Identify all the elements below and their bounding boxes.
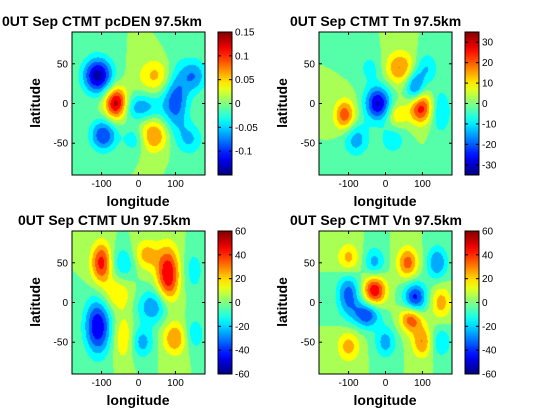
- x-tick-label: -100: [339, 378, 359, 389]
- colorbar-tick-label: -0.1: [235, 147, 253, 158]
- heatmap-image: [72, 32, 205, 175]
- x-tick-label: 0: [383, 179, 389, 190]
- colorbar-tick-label: 0: [235, 298, 241, 309]
- colorbar-tick-label: -20: [482, 322, 497, 333]
- y-tick-label: -50: [54, 139, 69, 150]
- x-tick-label: -100: [339, 179, 359, 190]
- x-tick-label: 100: [167, 378, 184, 389]
- x-axis-label: longitude: [354, 193, 417, 209]
- colorbar-tick-label: -40: [235, 346, 250, 357]
- x-axis-label: longitude: [354, 392, 417, 408]
- y-tick-label: 0: [309, 298, 315, 309]
- panel-title: 0UT Sep CTMT Tn 97.5km: [290, 13, 461, 29]
- colorbar-tick-label: 40: [482, 250, 494, 261]
- colorbar-tick-label: 0.15: [235, 28, 255, 39]
- y-axis-label: latitude: [27, 78, 43, 128]
- x-tick-label: 100: [167, 179, 184, 190]
- colorbar-tick-label: 20: [235, 274, 247, 285]
- heatmap-image: [72, 231, 205, 374]
- y-tick-label: 0: [62, 99, 68, 110]
- colorbar-tick-label: 0.1: [235, 51, 249, 62]
- y-tick-label: 0: [309, 99, 315, 110]
- colorbar-tick-label: -60: [235, 370, 250, 381]
- colorbar-tick-label: 0: [482, 298, 488, 309]
- heatmap-image: [319, 32, 452, 175]
- colorbar-tick-label: -10: [482, 119, 497, 130]
- colorbar-tick-label: 0.05: [235, 75, 255, 86]
- colorbar-tick-label: 60: [482, 227, 494, 238]
- y-tick-label: 0: [62, 298, 68, 309]
- panel-title: 0UT Sep CTMT Vn 97.5km: [290, 212, 462, 228]
- colorbar-tick-label: 20: [482, 58, 494, 69]
- colorbar-tick-label: -0.05: [235, 123, 258, 134]
- x-tick-label: 100: [414, 378, 431, 389]
- colorbar-tick-label: -60: [482, 370, 497, 381]
- y-axis-label: latitude: [274, 277, 290, 327]
- y-tick-label: -50: [301, 139, 316, 150]
- y-tick-label: 50: [304, 59, 316, 70]
- x-tick-label: 0: [136, 179, 142, 190]
- colorbar-tick-label: -20: [235, 322, 250, 333]
- chart-panel-1: -100 0 100 50 0 -50 0UT Sep CTMT pcDEN 97.5km l…: [2, 13, 258, 209]
- heatmap-image: [319, 231, 452, 374]
- colorbar-tick-label: -20: [482, 140, 497, 151]
- panel-title: 0UT Sep CTMT pcDEN 97.5km: [2, 13, 202, 29]
- colorbar-tick-label: 30: [482, 38, 494, 49]
- x-tick-label: 0: [383, 378, 389, 389]
- y-tick-label: 50: [57, 258, 69, 269]
- y-axis-label: latitude: [274, 78, 290, 128]
- colorbar-tick-label: 0: [482, 99, 488, 110]
- y-tick-label: -50: [301, 338, 316, 349]
- x-axis-label: longitude: [107, 392, 170, 408]
- chart-panel-4: -100 0 100 50 0 -50 0UT Sep CTMT Vn 97.5km long…: [274, 212, 497, 408]
- y-tick-label: 50: [57, 59, 69, 70]
- y-axis-label: latitude: [27, 277, 43, 327]
- x-tick-label: -100: [92, 378, 112, 389]
- colorbar-tick-label: 40: [235, 250, 247, 261]
- colorbar-tick-label: 20: [482, 274, 494, 285]
- x-tick-label: 0: [136, 378, 142, 389]
- x-tick-label: -100: [92, 179, 112, 190]
- colorbar-tick-label: 10: [482, 79, 494, 90]
- colorbar-tick-label: 0: [235, 99, 241, 110]
- y-tick-label: -50: [54, 338, 69, 349]
- colorbar-tick-label: -30: [482, 160, 497, 171]
- x-tick-label: 100: [414, 179, 431, 190]
- y-tick-label: 50: [304, 258, 316, 269]
- colorbar-tick-label: -40: [482, 346, 497, 357]
- x-axis-label: longitude: [107, 193, 170, 209]
- colorbar-tick-label: 60: [235, 227, 247, 238]
- panel-title: 0UT Sep CTMT Un 97.5km: [18, 212, 191, 228]
- chart-panel-3: -100 0 100 50 0 -50 0UT Sep CTMT Un 97.5km long…: [18, 212, 250, 408]
